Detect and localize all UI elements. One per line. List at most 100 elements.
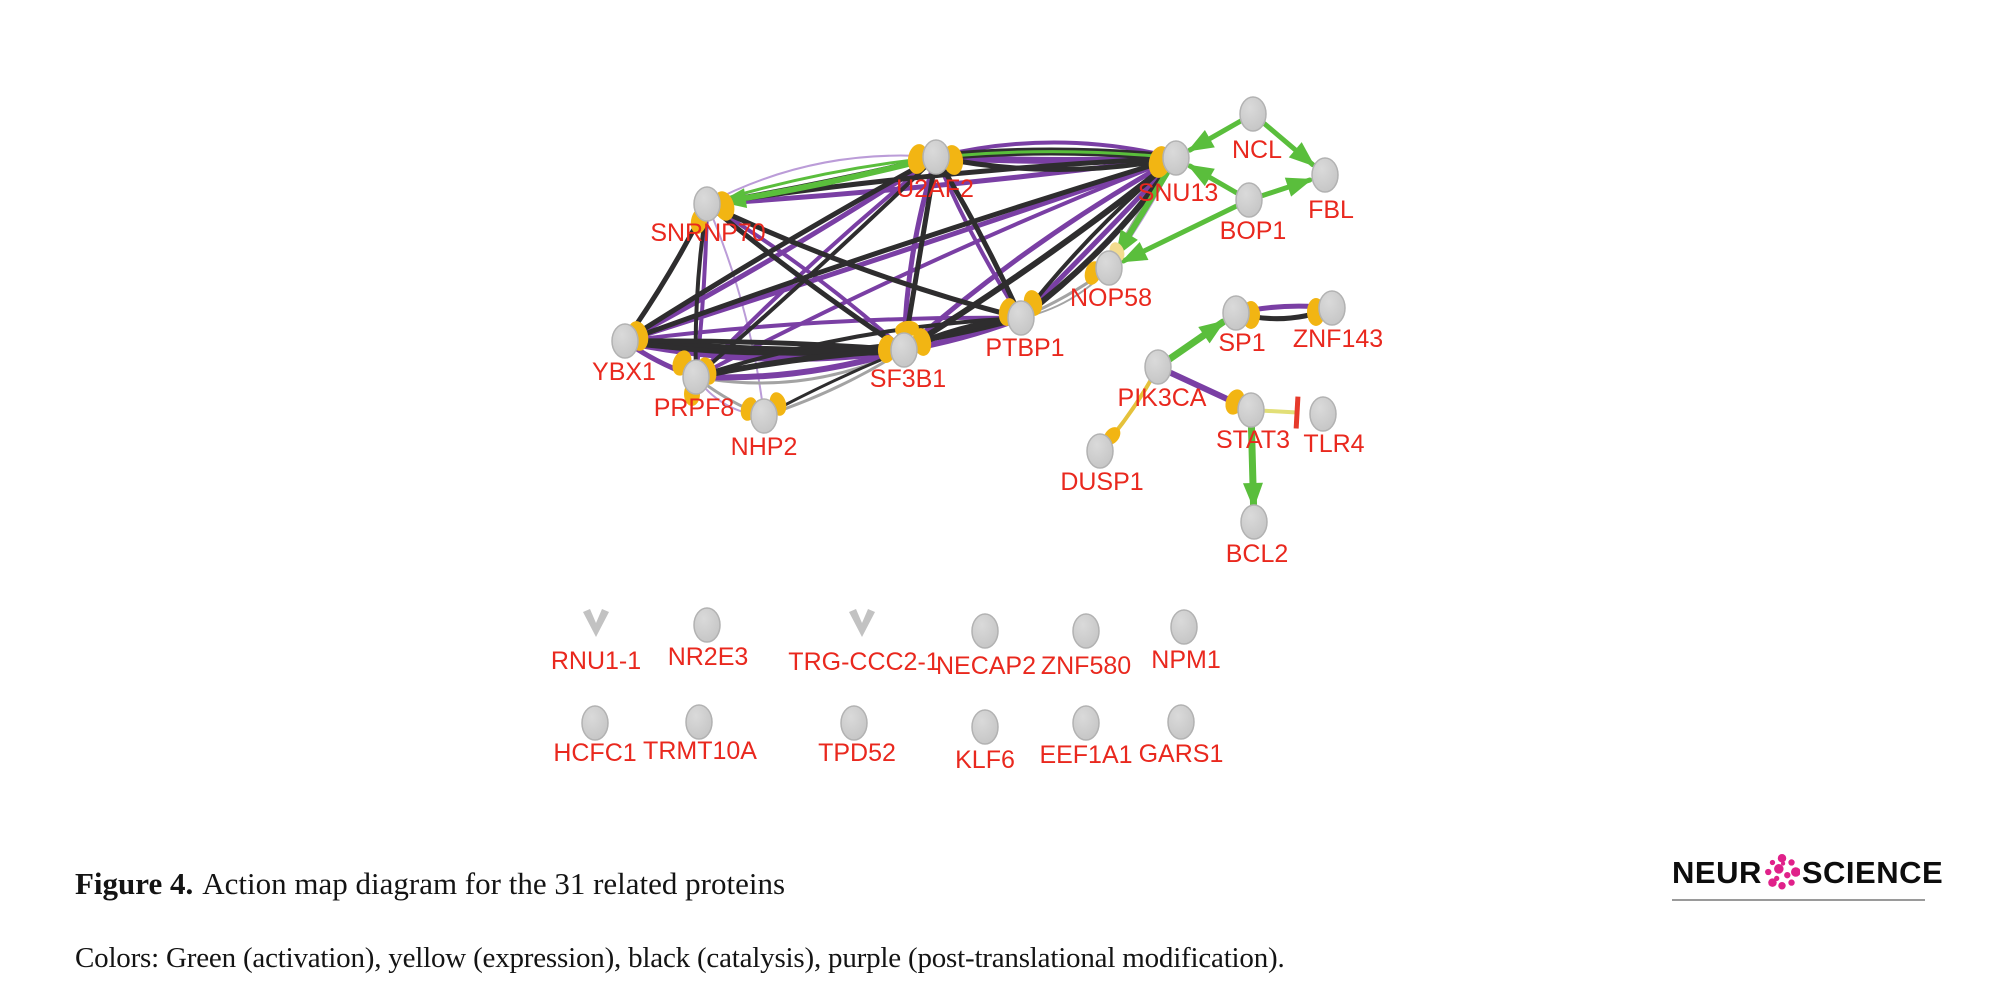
protein-node-ellipse bbox=[1072, 613, 1100, 649]
edge-SNRNP70-PTBP1-black bbox=[704, 201, 1024, 321]
protein-node-ellipse bbox=[693, 186, 721, 222]
edge-SNU13-YBX1-black bbox=[622, 155, 1179, 344]
node-label-SNU13: SNU13 bbox=[1138, 179, 1219, 207]
node-PTBP1 bbox=[1007, 300, 1035, 336]
node-SP1 bbox=[1222, 295, 1250, 331]
node-label-SNRNP70: SNRNP70 bbox=[650, 219, 765, 247]
node-label-TRG-CCC2-1: TRG-CCC2-1 bbox=[788, 648, 939, 676]
protein-node-ellipse bbox=[1144, 349, 1172, 385]
node-label-TRMT10A: TRMT10A bbox=[643, 737, 757, 765]
node-FBL bbox=[1311, 157, 1339, 193]
edge-SNRNP70-NHP2-lavender bbox=[706, 203, 765, 417]
node-NR2E3 bbox=[693, 607, 721, 643]
node-label-STAT3: STAT3 bbox=[1216, 426, 1290, 454]
node-YBX1 bbox=[611, 323, 639, 359]
node-label-HCFC1: HCFC1 bbox=[553, 739, 636, 767]
node-TLR4 bbox=[1309, 396, 1337, 432]
node-label-EEF1A1: EEF1A1 bbox=[1039, 741, 1132, 769]
edge-SNU13-SF3B1-purple bbox=[901, 155, 1179, 353]
inhibition-tbar-STAT3-TLR4 bbox=[1293, 396, 1301, 429]
node-label-SF3B1: SF3B1 bbox=[870, 365, 946, 393]
protein-node-ellipse bbox=[1170, 609, 1198, 645]
node-label-GARS1: GARS1 bbox=[1139, 740, 1224, 768]
node-PRPF8 bbox=[682, 359, 710, 395]
node-PIK3CA bbox=[1144, 349, 1172, 385]
node-label-NCL: NCL bbox=[1232, 136, 1282, 164]
edge-SNU13-SF3B1-black bbox=[901, 155, 1179, 353]
chevron-node-icon bbox=[849, 609, 875, 637]
protein-node-ellipse bbox=[840, 705, 868, 741]
figure-caption-text: Action map diagram for the 31 related pr… bbox=[202, 866, 786, 901]
node-label-PIK3CA: PIK3CA bbox=[1118, 384, 1207, 412]
protein-node-ellipse bbox=[750, 398, 778, 434]
protein-node-ellipse bbox=[1095, 250, 1123, 286]
node-ZNF143 bbox=[1318, 290, 1346, 326]
node-SF3B1 bbox=[890, 332, 918, 368]
node-NECAP2 bbox=[971, 613, 999, 649]
journal-logo: NEUR SCIENCE bbox=[1672, 854, 1943, 890]
node-label-KLF6: KLF6 bbox=[955, 746, 1015, 774]
node-GARS1 bbox=[1167, 704, 1195, 740]
node-label-TPD52: TPD52 bbox=[818, 739, 896, 767]
node-label-NR2E3: NR2E3 bbox=[668, 643, 749, 671]
node-label-NECAP2: NECAP2 bbox=[936, 652, 1036, 680]
node-TRMT10A bbox=[685, 704, 713, 740]
chevron-node-icon bbox=[583, 609, 609, 637]
figure-caption: Figure 4. Action map diagram for the 31 r… bbox=[75, 866, 785, 902]
node-STAT3 bbox=[1237, 392, 1265, 428]
cell-dots-icon bbox=[1764, 854, 1800, 890]
figure-colors-note: Colors: Green (activation), yellow (expr… bbox=[75, 942, 1285, 974]
node-label-ZNF143: ZNF143 bbox=[1293, 325, 1383, 353]
node-SNRNP70 bbox=[693, 186, 721, 222]
node-label-TLR4: TLR4 bbox=[1303, 430, 1364, 458]
protein-node-ellipse bbox=[1007, 300, 1035, 336]
node-BCL2 bbox=[1240, 504, 1268, 540]
edge-YBX1-PTBP1-purple bbox=[623, 315, 1023, 343]
protein-node-ellipse bbox=[1072, 705, 1100, 741]
protein-node-ellipse bbox=[1237, 392, 1265, 428]
node-label-BOP1: BOP1 bbox=[1220, 217, 1287, 245]
node-NPM1 bbox=[1170, 609, 1198, 645]
node-U2AF2 bbox=[922, 139, 950, 175]
node-SNU13 bbox=[1162, 140, 1190, 176]
protein-node-ellipse bbox=[581, 705, 609, 741]
node-ZNF580 bbox=[1072, 613, 1100, 649]
protein-node-ellipse bbox=[971, 709, 999, 745]
node-HCFC1 bbox=[581, 705, 609, 741]
node-BOP1 bbox=[1235, 182, 1263, 218]
protein-node-ellipse bbox=[611, 323, 639, 359]
edge-BOP1-NOP58-green bbox=[1120, 197, 1252, 264]
edge-PRPF8-PTBP1-black bbox=[694, 316, 1023, 379]
protein-node-ellipse bbox=[685, 704, 713, 740]
node-label-NHP2: NHP2 bbox=[731, 433, 798, 461]
protein-node-ellipse bbox=[1086, 433, 1114, 469]
edge-YBX1-PTBP1-black bbox=[622, 315, 1024, 356]
node-TPD52 bbox=[840, 705, 868, 741]
node-TRG-CCC2-1 bbox=[849, 609, 875, 637]
node-NHP2 bbox=[750, 398, 778, 434]
node-label-PRPF8: PRPF8 bbox=[654, 394, 735, 422]
protein-node-ellipse bbox=[1167, 704, 1195, 740]
figure-caption-label: Figure 4. bbox=[75, 866, 194, 901]
node-label-NOP58: NOP58 bbox=[1070, 284, 1152, 312]
node-EEF1A1 bbox=[1072, 705, 1100, 741]
protein-node-ellipse bbox=[1309, 396, 1337, 432]
protein-node-ellipse bbox=[693, 607, 721, 643]
edge-SNRNP70-SF3B1-purple bbox=[705, 202, 906, 352]
node-RNU1-1 bbox=[583, 609, 609, 637]
node-DUSP1 bbox=[1086, 433, 1114, 469]
protein-node-ellipse bbox=[682, 359, 710, 395]
node-label-NPM1: NPM1 bbox=[1151, 646, 1220, 674]
journal-logo-prefix: NEUR bbox=[1672, 854, 1762, 890]
journal-logo-rule bbox=[1672, 899, 1925, 901]
protein-node-ellipse bbox=[971, 613, 999, 649]
edge-PRPF8-SF3B1-purple bbox=[693, 347, 907, 381]
protein-node-ellipse bbox=[1239, 96, 1267, 132]
protein-node-ellipse bbox=[890, 332, 918, 368]
protein-node-ellipse bbox=[922, 139, 950, 175]
protein-node-ellipse bbox=[1162, 140, 1190, 176]
node-label-ZNF580: ZNF580 bbox=[1041, 652, 1131, 680]
node-label-U2AF2: U2AF2 bbox=[896, 175, 974, 203]
